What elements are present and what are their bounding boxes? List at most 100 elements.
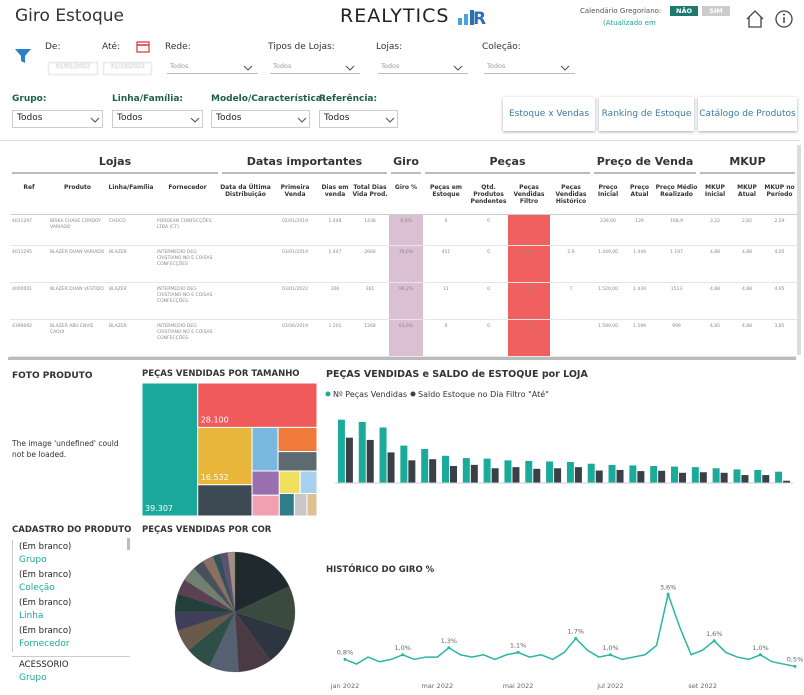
table-cell: 1.449,00 — [592, 246, 624, 283]
filter-label: De: — [45, 42, 61, 52]
table-cell: 0 — [469, 320, 508, 357]
product-filter-dropdown[interactable]: Todos — [12, 110, 103, 128]
table-cell: BLAZER DUAN VARIADO — [48, 246, 107, 283]
toggle-yes[interactable]: SIM — [702, 6, 730, 16]
treemap-label: 39.307 — [145, 504, 173, 513]
field-value: (Em branco) — [19, 542, 72, 552]
scrollbar[interactable] — [127, 538, 130, 550]
column-header: Data da Última Distribuição — [220, 184, 271, 198]
field-name[interactable]: Grupo — [19, 673, 47, 683]
field-name[interactable]: Grupo — [19, 555, 47, 565]
group-header: Peças — [425, 152, 590, 174]
field-name[interactable]: Coleção — [19, 583, 55, 593]
table-cell: 4,95 — [762, 283, 797, 320]
nav-button[interactable]: Ranking de Estoque — [599, 97, 694, 131]
legend-label: Saldo Estoque no Dia Filtro "Até" — [418, 389, 549, 399]
table-cell: 4399092 — [10, 320, 48, 357]
table-cell: 1438 — [351, 215, 389, 246]
date-input[interactable]: 01/01/2022 — [48, 62, 98, 75]
filter-dropdown[interactable]: Todos — [378, 62, 468, 74]
filter-dropdown[interactable]: Todos — [167, 62, 258, 74]
data-label: 1,6% — [706, 630, 723, 638]
column-header: Produto — [63, 184, 92, 191]
table-cell: 0 — [469, 215, 508, 246]
date-input[interactable]: 31/10/2022 — [103, 62, 152, 75]
column-header: Preço Médio Realizado — [655, 184, 698, 198]
nav-button[interactable]: Estoque x Vendas — [503, 97, 595, 131]
filter-dropdown[interactable]: Todos — [270, 62, 360, 74]
product-filter-label: Modelo/Característica: — [211, 94, 326, 104]
product-filter-dropdown[interactable]: Todos — [319, 110, 398, 128]
scrollbar[interactable] — [797, 145, 801, 355]
legend-marker — [325, 391, 331, 397]
column-header: Preço Inicial — [597, 184, 619, 198]
table-cell: 1.447 — [319, 246, 351, 283]
table-cell: INTERMEDIO DEG CRISTIANO NO E COISAS CON… — [155, 246, 220, 283]
dropdown-chevron — [560, 65, 570, 71]
bar — [421, 449, 429, 483]
table-cell: 1268 — [351, 320, 389, 357]
bar — [712, 468, 720, 483]
bar-chart: Nº Peças Vendidas Saldo Estoque no Dia Fi… — [325, 389, 793, 484]
table-cell: 279 — [508, 283, 550, 320]
point-marker — [793, 664, 797, 668]
point-marker — [343, 657, 347, 661]
nav-button[interactable]: Catálogo de Produtos — [698, 97, 797, 131]
point-marker — [401, 653, 405, 657]
filter-label: Tipos de Lojas: — [268, 42, 335, 52]
bar — [337, 419, 345, 483]
column-header: Peças Vendidas Filtro — [513, 184, 545, 205]
dropdown-chevron — [453, 65, 463, 71]
legend-label: Nº Peças Vendidas — [333, 390, 407, 399]
group-header: Preço de Venda — [594, 152, 696, 174]
treemap-cell — [277, 426, 317, 453]
field-name[interactable]: Linha — [19, 611, 44, 621]
table-cell: PORDEAN CONFECÇÕES LTDA (CT) — [155, 215, 220, 246]
bar — [379, 427, 387, 483]
column-header: Qtd. Produtos Pendentes — [470, 184, 507, 205]
image-error: The image 'undefined' could not be loade… — [12, 439, 119, 459]
field-value: (Em branco) — [19, 626, 72, 636]
treemap-cell — [277, 451, 317, 472]
updated-text: (Atualizado em — [603, 19, 656, 27]
treemap-label: 28.100 — [201, 415, 229, 424]
product-filter-dropdown[interactable]: Todos — [112, 110, 203, 128]
field-value: (Em branco) — [19, 570, 72, 580]
bar — [450, 466, 457, 483]
treemap-cell — [251, 494, 280, 516]
column-header: Peças Vendidas Histórico — [555, 184, 587, 205]
bar — [720, 472, 728, 483]
table-cell: 1.448 — [319, 215, 351, 246]
treemap-cell — [293, 492, 308, 516]
filter-label: Até: — [102, 42, 121, 52]
panel-title: HISTÓRICO DO GIRO % — [326, 565, 435, 575]
product-filter-dropdown[interactable]: Todos — [211, 110, 310, 128]
dropdown-chevron — [385, 117, 395, 123]
bar — [650, 466, 658, 483]
bar — [574, 467, 582, 483]
table-cell: 1.197 — [655, 246, 698, 283]
chevron — [385, 117, 395, 123]
list-border — [12, 540, 13, 652]
treemap-cell — [306, 492, 317, 516]
header-icons[interactable] — [744, 8, 800, 30]
calendar-icon[interactable] — [136, 40, 150, 53]
treemap-cell — [278, 492, 295, 516]
table-cell: 2666 — [351, 246, 389, 283]
panel-title: CADASTRO DO PRODUTO — [12, 525, 132, 535]
column-header: Fornecedor — [168, 184, 207, 191]
bar — [741, 475, 749, 483]
table-cell: 3,85 — [762, 320, 797, 357]
svg-text:R: R — [473, 9, 486, 27]
filter-dropdown[interactable]: Todos — [484, 62, 575, 74]
filter-icon[interactable] — [14, 47, 32, 65]
table-cell: 39 — [508, 320, 550, 357]
column-header: Total Dias Vida Prod. — [352, 184, 388, 198]
table-cell: 161 — [508, 246, 550, 283]
table-cell: 239,00 — [592, 215, 624, 246]
table-cell — [220, 320, 271, 357]
table-cell — [220, 246, 271, 283]
bar — [691, 467, 699, 483]
toggle-no[interactable]: NÃO — [670, 6, 698, 16]
field-name[interactable]: Fornecedor — [19, 639, 70, 649]
